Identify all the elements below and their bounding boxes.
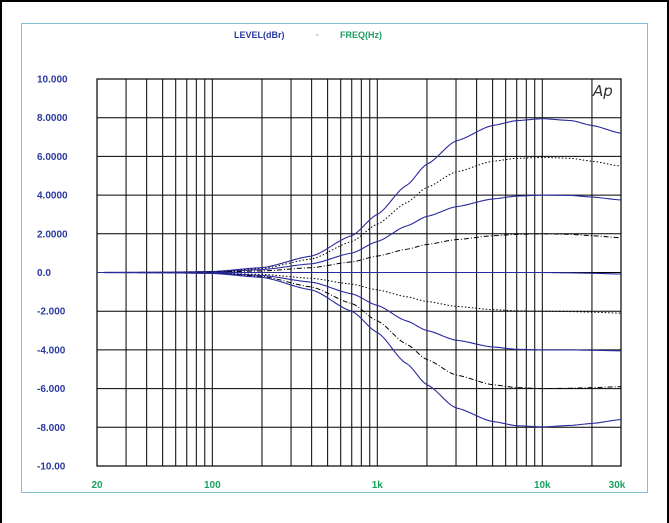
y-tick-label: -8.000 xyxy=(37,423,66,434)
y-tick-label: -6.000 xyxy=(37,384,66,395)
ap-logo: Ap xyxy=(593,82,613,100)
header-separator: - xyxy=(316,30,319,39)
x-tick-label: 100 xyxy=(204,480,221,491)
x-tick-label: 1k xyxy=(372,480,384,491)
x-tick-label: 10k xyxy=(534,480,551,491)
y-tick-label: 10.000 xyxy=(37,75,68,86)
y-tick-label: -4.000 xyxy=(37,345,66,356)
y-tick-label: -10.00 xyxy=(37,462,66,473)
x-tick-label: 30k xyxy=(609,480,626,491)
y-tick-label: 0.0 xyxy=(37,268,51,279)
series-line xyxy=(97,272,622,314)
y-tick-label: 2.0000 xyxy=(37,229,68,240)
y-tick-label: -2.000 xyxy=(37,307,66,318)
chart-panel xyxy=(21,23,648,493)
y-tick-label: 8.0000 xyxy=(37,113,68,124)
y-quantity-label: LEVEL(dBr) xyxy=(234,30,285,40)
series-line xyxy=(97,271,622,428)
x-tick-label: 20 xyxy=(91,480,103,491)
y-tick-label: 6.0000 xyxy=(37,152,68,163)
y-tick-label: 4.0000 xyxy=(37,191,68,202)
x-quantity-label: FREQ(Hz) xyxy=(340,30,382,40)
